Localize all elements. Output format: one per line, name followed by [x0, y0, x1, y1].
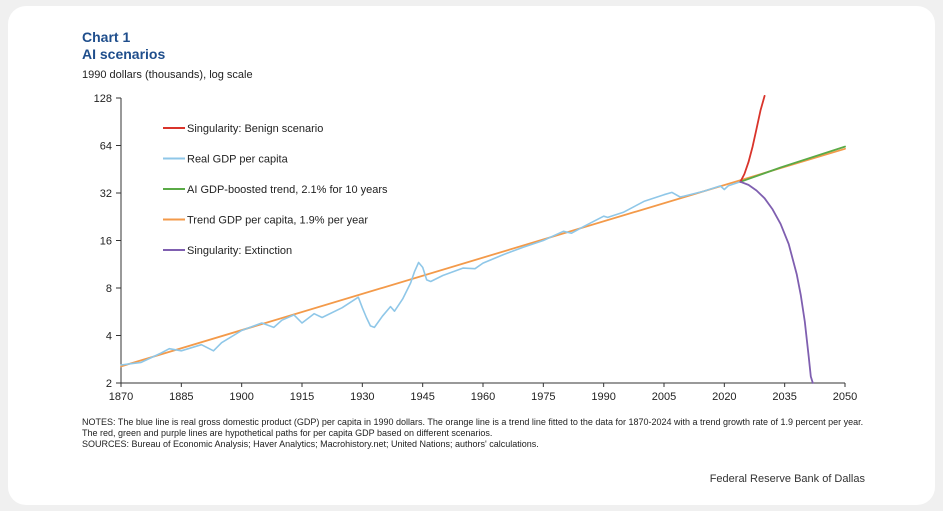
x-tick-label: 1930 [350, 391, 374, 403]
series-line-trend-gdp-per-capita-1-9-per-year [120, 147, 846, 368]
axes-group: 2 4 8 16 32 64 128 1870 1885 1900 1915 1930 1945 1960… [94, 93, 858, 403]
legend-label-singularity-benign-scenario: Singularity: Benign scenario [187, 123, 323, 135]
x-tick-label: 1960 [471, 391, 495, 403]
series-layer [120, 95, 846, 384]
y-axis-unit-label: 1990 dollars (thousands), log scale [82, 69, 253, 81]
series-line-singularity-extinction [739, 180, 814, 384]
x-tick-label: 1900 [229, 391, 253, 403]
y-tick-label: 2 [106, 378, 112, 390]
chart-title: AI scenarios [82, 46, 166, 62]
legend-label-ai-gdp-boosted-trend-2-1-for-10-years: AI GDP-boosted trend, 2.1% for 10 years [187, 184, 388, 196]
legend-label-real-gdp-per-capita: Real GDP per capita [187, 154, 289, 166]
y-tick-label: 128 [94, 93, 112, 105]
chart-card [8, 6, 935, 505]
legend-label-singularity-extinction: Singularity: Extinction [187, 245, 292, 257]
x-tick-label: 2035 [772, 391, 796, 403]
y-tick-label: 8 [106, 283, 112, 295]
series-line-singularity-benign-scenario [739, 95, 766, 183]
x-tick-label: 1945 [410, 391, 434, 403]
x-tick-label: 2020 [712, 391, 736, 403]
legend: Singularity: Benign scenario Real GDP per… [163, 123, 388, 257]
series-line-ai-gdp-boosted-trend-2-1-for-10-years [739, 145, 846, 183]
x-tick-label: 1870 [109, 391, 133, 403]
x-tick-label: 2005 [652, 391, 676, 403]
y-tick-label: 64 [100, 141, 112, 153]
series-line-real-gdp-per-capita [120, 181, 742, 366]
y-tick-label: 16 [100, 236, 112, 248]
x-tick-label: 2050 [833, 391, 857, 403]
notes-text: NOTES: The blue line is real gross domes… [82, 417, 864, 438]
chart-number: Chart 1 [82, 29, 131, 45]
x-tick-label: 1990 [591, 391, 615, 403]
x-tick-label: 1885 [169, 391, 193, 403]
notes-block: NOTES: The blue line is real gross domes… [82, 417, 872, 450]
x-tick-label: 1975 [531, 391, 555, 403]
legend-label-trend-gdp-per-capita-1-9-per-year: Trend GDP per capita, 1.9% per year [187, 215, 368, 227]
y-tick-label: 4 [106, 331, 112, 343]
x-tick-label: 1915 [290, 391, 314, 403]
y-tick-label: 32 [100, 188, 112, 200]
sources-text: SOURCES: Bureau of Economic Analysis; Ha… [82, 439, 539, 449]
source-credit: Federal Reserve Bank of Dallas [709, 473, 865, 485]
